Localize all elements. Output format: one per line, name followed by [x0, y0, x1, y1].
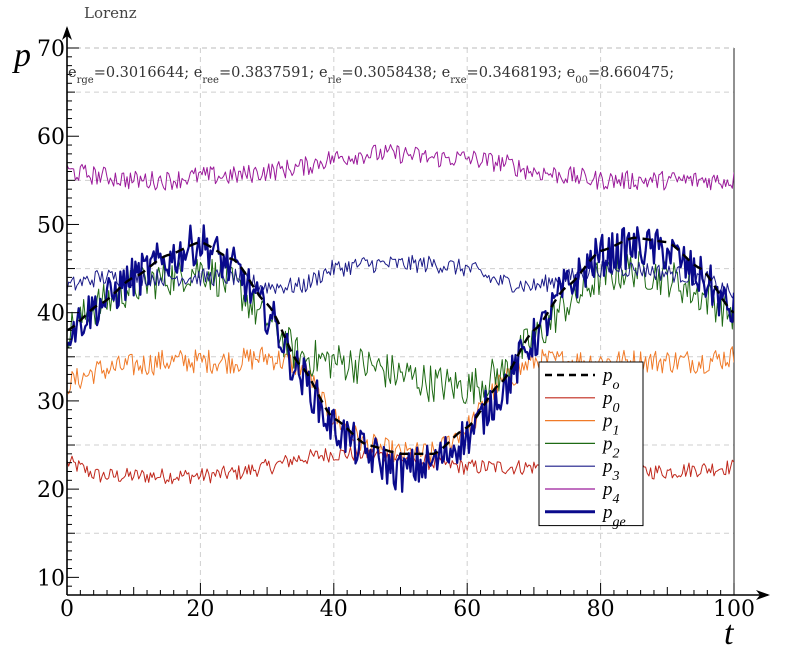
y-tick-label: 10: [37, 566, 65, 591]
annotation-base: e: [189, 65, 202, 81]
legend-label-p0: p0: [601, 388, 620, 416]
legend-label-p1: p1: [601, 411, 620, 439]
annotation-base: e: [68, 65, 77, 81]
y-tick-label: 60: [37, 125, 65, 150]
legend-label-p2: p2: [601, 433, 620, 461]
y-tick-label: 50: [37, 213, 65, 238]
error-annotation: erge=0.3016644; eree=0.3837591; erle=0.3…: [68, 65, 674, 86]
series-line-p1: [67, 346, 734, 465]
annotation-base: e: [314, 65, 327, 81]
legend-label-p3: p3: [601, 456, 620, 484]
y-axis-label: p: [12, 37, 31, 74]
series-line-p4: [67, 144, 734, 191]
x-tick-label: 80: [587, 597, 615, 622]
y-tick-label: 70: [37, 37, 65, 62]
annotation-sub: 00: [575, 75, 588, 86]
legend-label-po: po: [601, 365, 620, 393]
annotation-sub: rxe: [450, 75, 466, 86]
y-tick-label: 30: [37, 390, 65, 415]
annotation-value: =0.3468193;: [467, 65, 562, 81]
annotation-base: e: [562, 65, 575, 81]
annotation-value: =0.3016644;: [94, 65, 189, 81]
x-tick-label: 60: [453, 597, 481, 622]
series-line-po: [67, 236, 734, 456]
ticks: 0 20 40 60 80 100 10 20 30 40 50 60 70: [37, 37, 755, 622]
annotation-value: =0.3058438;: [342, 65, 437, 81]
x-tick-label: 20: [186, 597, 214, 622]
legend-label-pge: pge: [601, 502, 626, 530]
x-tick-label: 0: [60, 597, 74, 622]
y-tick-label: 40: [37, 302, 65, 327]
legend-label-p4: p4: [601, 479, 620, 507]
annotation-sub: ree: [202, 75, 219, 86]
series-line-p3: [67, 254, 734, 299]
chart-title: Lorenz: [84, 4, 137, 22]
axes: [62, 26, 770, 600]
annotation-sub: rle: [328, 75, 342, 86]
x-tick-label: 100: [713, 597, 755, 622]
annotation-base: e: [437, 65, 450, 81]
y-tick-label: 20: [37, 478, 65, 503]
x-tick-label: 40: [320, 597, 348, 622]
x-axis-label: t: [724, 615, 735, 649]
annotation-sub: rge: [77, 75, 94, 86]
annotation-value: =8.660475;: [588, 65, 674, 81]
annotation-value: =0.3837591;: [219, 65, 314, 81]
